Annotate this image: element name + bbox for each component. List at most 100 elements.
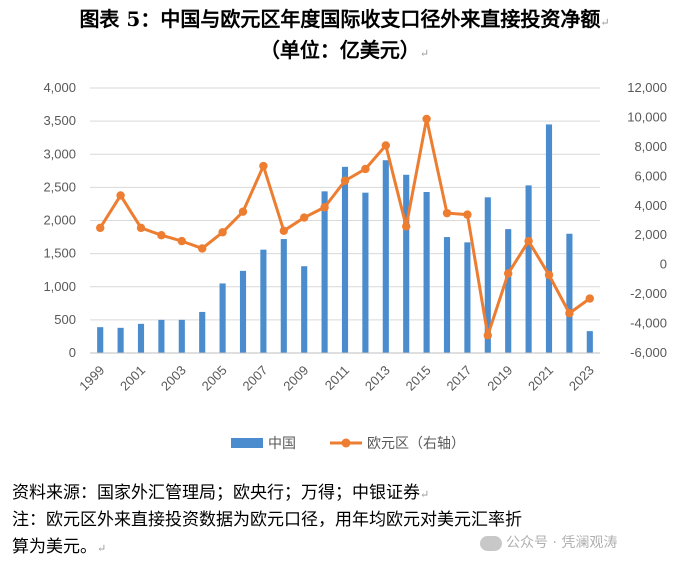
bar-china [199,311,206,353]
point-euro-area [279,226,288,236]
legend-swatch-china [231,438,263,448]
y-right-tick-label: -4,000 [630,316,667,331]
y-left-tick-label: 2,000 [43,213,76,228]
y-left-tick-label: 4,000 [43,80,76,95]
point-euro-area [157,231,166,240]
point-euro-area [320,203,329,212]
source-text: 资料来源：国家外汇管理局；欧央行；万得；中银证券 [12,483,420,503]
x-tick-label: 2019 [484,363,515,394]
bar-china [158,319,165,353]
point-euro-area [544,270,554,280]
bar-china [362,192,369,353]
chart-subtitle: （单位：亿美元）↵ [0,34,689,63]
bar-china [525,185,532,353]
y-left-tick-label: 1,000 [43,279,76,294]
y-right-tick-label: -6,000 [630,345,667,360]
source-note: 资料来源：国家外汇管理局；欧央行；万得；中银证券↵ [12,481,429,507]
bar-china [117,327,124,353]
watermark-text: 公众号 · 凭澜观涛 [506,535,618,551]
bar-china [239,270,247,353]
y-left-tick-label: 0 [69,345,76,360]
legend-label-euro: 欧元区（右轴） [367,436,465,452]
chart-title: 图表 5：中国与欧元区年度国际收支口径外来直接投资净额↵ [0,3,689,32]
x-tick-label: 2023 [566,363,597,394]
point-euro-area [300,213,309,222]
point-euro-area [238,207,248,216]
point-euro-area [585,294,594,303]
x-tick-label: 2017 [443,363,474,394]
x-tick-label: 2011 [322,363,352,393]
x-tick-label: 2013 [362,363,393,394]
point-euro-area [504,269,513,278]
bar-china [586,331,593,353]
footnote-line-1: 注：欧元区外来直接投资数据为欧元口径，用年均欧元对美元汇率折 [12,510,522,530]
watermark: 公众号 · 凭澜观涛 [480,532,617,552]
x-tick-label: 2007 [239,363,270,394]
point-euro-area [483,331,492,340]
bar-china [341,166,349,353]
bar-china [301,266,308,353]
point-euro-area [136,223,146,233]
point-euro-area [402,222,411,231]
point-euro-area [442,208,452,218]
bar-china [260,249,267,353]
bar-china [443,237,451,353]
y-left-tick-label: 2,500 [43,179,76,194]
bar-china [280,239,287,353]
paragraph-mark-icon: ↵ [420,488,430,501]
y-left-tick-label: 500 [54,312,76,327]
bar-china [403,174,410,353]
y-right-tick-label: 8,000 [634,139,667,154]
y-right-tick-label: 4,000 [634,198,667,213]
chart-subtitle-text: （单位：亿美元） [259,38,420,62]
legend-swatch-euro-marker [341,438,351,448]
bar-china [321,191,328,353]
footnote-line-2-text: 算为美元。 [12,537,97,557]
wechat-icon [480,535,502,551]
paragraph-mark-icon: ↵ [97,542,107,555]
point-euro-area [259,161,268,171]
x-tick-label: 1999 [76,363,107,394]
y-left-tick-label: 3,500 [43,113,76,128]
point-euro-area [524,236,533,246]
bar-china [505,229,512,353]
point-euro-area [340,176,350,185]
point-euro-area [198,244,207,253]
point-euro-area [361,164,370,174]
bar-china [566,233,573,353]
legend-label-china: 中国 [268,436,296,452]
bar-china [137,323,145,353]
y-right-tick-label: 6,000 [634,168,667,183]
paragraph-mark-icon: ↵ [600,16,610,29]
bar-china [484,197,491,353]
y-right-tick-label: -2,000 [630,286,667,301]
y-left-tick-label: 1,500 [43,246,76,261]
bar-china [423,192,430,353]
bar-china [219,283,226,353]
point-euro-area [463,210,472,219]
point-euro-area [177,236,186,246]
bar-china [545,124,553,353]
point-euro-area [422,114,431,124]
bar-china [178,319,185,353]
y-right-tick-label: 10,000 [627,109,667,124]
point-euro-area [96,223,105,233]
point-euro-area [381,141,390,150]
bar-china [464,242,471,353]
combo-chart: 0 500 1,000 1,500 2,000 2,500 3,000 3,500 4,000 -… [43,80,667,452]
point-euro-area [565,309,574,318]
y-right-tick-label: 12,000 [627,80,667,95]
y-right-tick-label: 2,000 [634,227,667,242]
footnote-line-2: 算为美元。↵ [12,535,106,561]
y-left-tick-label: 3,000 [43,146,76,161]
x-tick-label: 2015 [403,363,434,394]
y-right-tick-label: 0 [660,257,667,272]
x-tick-label: 2009 [280,363,311,394]
x-tick-label: 2003 [158,363,189,394]
x-tick-label: 2021 [525,363,556,394]
paragraph-mark-icon: ↵ [419,47,430,60]
x-tick-label: 2005 [199,363,230,394]
point-euro-area [218,228,227,237]
chart-title-text: 图表 5：中国与欧元区年度国际收支口径外来直接投资净额 [79,7,601,31]
x-tick-label: 2001 [117,363,148,394]
